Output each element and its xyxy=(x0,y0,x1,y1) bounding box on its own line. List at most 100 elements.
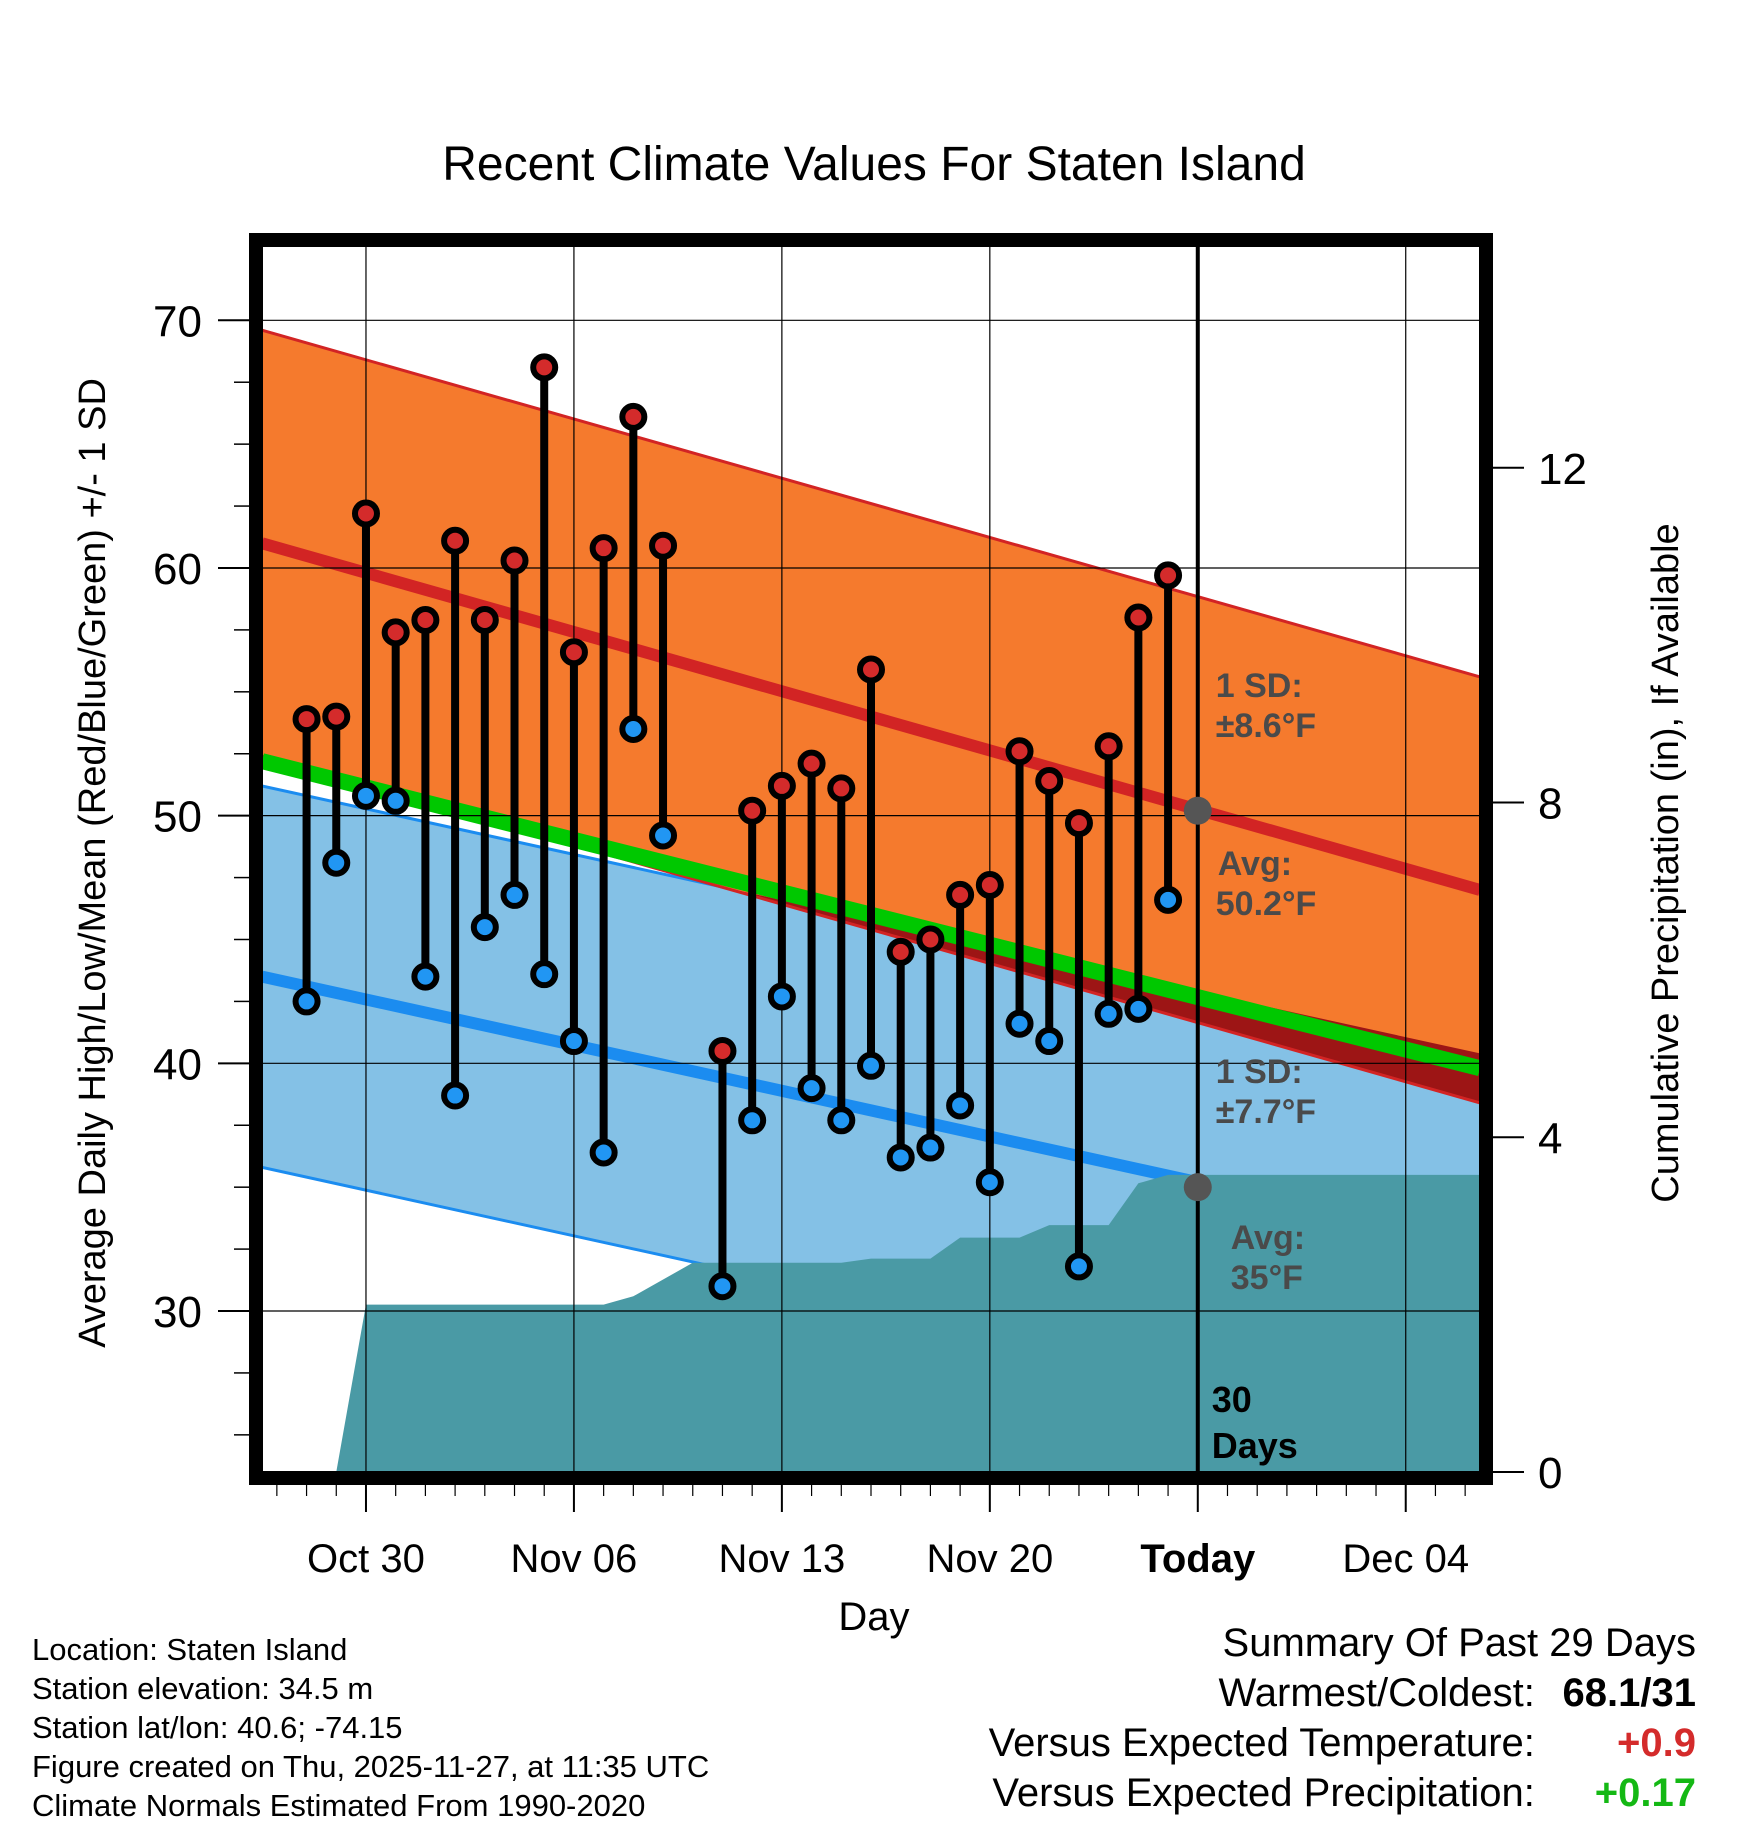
x-tick-label: Nov 20 xyxy=(926,1537,1053,1581)
y-axis-label: Average Daily High/Low/Mean (Red/Blue/Gr… xyxy=(72,378,114,1348)
low-avg-annotation-line2: 35°F xyxy=(1231,1259,1303,1297)
daily-high-point xyxy=(1094,732,1123,761)
daily-low-point xyxy=(767,982,796,1011)
cumulative-precip-area xyxy=(336,1174,1480,1472)
figure-created: Figure created on Thu, 2025-11-27, at 11… xyxy=(32,1749,710,1784)
y2-tick-label: 0 xyxy=(1538,1449,1562,1498)
daily-low-point xyxy=(441,1081,470,1110)
x-axis-label: Day xyxy=(838,1595,909,1639)
high-avg-annotation-line1: Avg: xyxy=(1218,845,1292,883)
station-latlon: Station lat/lon: 40.6; -74.15 xyxy=(32,1710,403,1745)
summary-warm-cold: Warmest/Coldest: 68.1/31 xyxy=(989,1668,1697,1718)
summary-title: Summary Of Past 29 Days xyxy=(1222,1621,1696,1665)
daily-low-point xyxy=(886,1143,915,1172)
low-sd-annotation-line2: ±7.7°F xyxy=(1216,1093,1316,1131)
daily-high-point xyxy=(975,871,1004,900)
daily-low-point xyxy=(1064,1252,1093,1281)
x-tick-label: Dec 04 xyxy=(1342,1537,1469,1581)
daily-high-point xyxy=(886,937,915,966)
temp-anomaly-value: +0.9 xyxy=(1617,1721,1696,1765)
daily-low-point xyxy=(322,848,351,877)
warm-cold-label: Warmest/Coldest: xyxy=(1218,1671,1535,1715)
summary-panel: Summary Of Past 29 Days Warmest/Coldest:… xyxy=(989,1618,1696,1818)
high-sd-annotation-line1: 1 SD: xyxy=(1216,667,1303,705)
x-tick-label: Today xyxy=(1140,1537,1256,1581)
window-annotation-line2: Days xyxy=(1212,1425,1298,1466)
warm-cold-value: 68.1/31 xyxy=(1562,1671,1696,1715)
daily-high-point xyxy=(470,605,499,634)
daily-low-point xyxy=(946,1091,975,1120)
daily-high-point xyxy=(411,605,440,634)
daily-high-point xyxy=(381,618,410,647)
daily-high-point xyxy=(589,534,618,563)
window-annotation-line1: 30 xyxy=(1212,1379,1252,1420)
low-avg-marker xyxy=(1183,1173,1212,1202)
precip-anomaly-label: Versus Expected Precipitation: xyxy=(992,1771,1535,1815)
daily-high-point xyxy=(1154,561,1183,590)
daily-low-point xyxy=(530,960,559,989)
daily-low-point xyxy=(857,1051,885,1080)
station-elevation: Station elevation: 34.5 m xyxy=(32,1671,374,1706)
daily-low-point xyxy=(1035,1027,1064,1056)
daily-high-point xyxy=(322,702,351,731)
daily-low-point xyxy=(738,1106,767,1135)
y-tick-label: 60 xyxy=(153,545,202,594)
daily-low-point xyxy=(559,1027,588,1056)
daily-high-point xyxy=(767,771,796,800)
y2-tick-label: 12 xyxy=(1538,445,1587,494)
daily-high-point xyxy=(797,749,826,778)
daily-high-point xyxy=(292,705,321,734)
chart-title: Recent Climate Values For Staten Island xyxy=(442,138,1306,191)
summary-temp: Versus Expected Temperature: +0.9 xyxy=(989,1718,1696,1768)
daily-high-point xyxy=(559,638,588,667)
summary-precip: Versus Expected Precipitation: +0.17 xyxy=(989,1768,1696,1818)
daily-high-point xyxy=(649,531,678,560)
daily-high-point xyxy=(1005,737,1034,766)
high-avg-annotation-line2: 50.2°F xyxy=(1216,885,1317,923)
daily-high-point xyxy=(441,526,470,555)
daily-low-point xyxy=(797,1074,826,1103)
daily-low-point xyxy=(708,1272,737,1301)
daily-high-point xyxy=(1124,603,1153,632)
y2-axis-label: Cumulative Precipitation (in), If Availa… xyxy=(1645,523,1687,1202)
y-tick-label: 70 xyxy=(153,297,202,346)
daily-low-point xyxy=(1154,885,1183,914)
high-avg-marker xyxy=(1183,796,1212,825)
y2-tick-label: 8 xyxy=(1538,780,1562,829)
daily-low-point xyxy=(1094,999,1123,1028)
station-location: Location: Staten Island xyxy=(32,1632,348,1667)
low-avg-annotation-line1: Avg: xyxy=(1231,1219,1305,1257)
daily-high-point xyxy=(619,402,648,431)
daily-low-point xyxy=(500,880,529,909)
daily-low-point xyxy=(1005,1009,1034,1038)
daily-high-point xyxy=(857,655,885,684)
climate-normals-note: Climate Normals Estimated From 1990-2020 xyxy=(32,1788,646,1823)
daily-low-point xyxy=(292,987,321,1016)
temp-anomaly-label: Versus Expected Temperature: xyxy=(988,1721,1535,1765)
y-tick-label: 50 xyxy=(153,793,202,842)
x-tick-label: Oct 30 xyxy=(307,1537,425,1581)
x-tick-label: Nov 13 xyxy=(719,1537,846,1581)
daily-high-point xyxy=(530,353,559,382)
daily-low-point xyxy=(827,1106,856,1135)
daily-high-point xyxy=(500,546,529,575)
station-info: Location: Staten Island Station elevatio… xyxy=(32,1630,709,1825)
daily-low-point xyxy=(351,781,380,810)
daily-low-point xyxy=(619,714,648,743)
daily-low-point xyxy=(411,962,440,991)
y-tick-label: 40 xyxy=(153,1040,202,1089)
daily-low-point xyxy=(916,1133,945,1162)
axes: 30 40 50 60 70 0 4 8 12 Oct 30 Nov 06 Nov 13 Nov 20 T… xyxy=(153,233,1587,1581)
daily-high-point xyxy=(916,925,945,954)
y2-tick-label: 4 xyxy=(1538,1114,1562,1163)
daily-high-point xyxy=(1064,809,1093,838)
x-tick-label: Nov 06 xyxy=(511,1537,638,1581)
high-sd-annotation-line2: ±8.6°F xyxy=(1216,707,1316,745)
daily-high-point xyxy=(1035,766,1064,795)
precip-anomaly-value: +0.17 xyxy=(1594,1771,1696,1815)
low-sd-annotation-line1: 1 SD: xyxy=(1216,1053,1303,1091)
y-tick-label: 30 xyxy=(153,1288,202,1337)
